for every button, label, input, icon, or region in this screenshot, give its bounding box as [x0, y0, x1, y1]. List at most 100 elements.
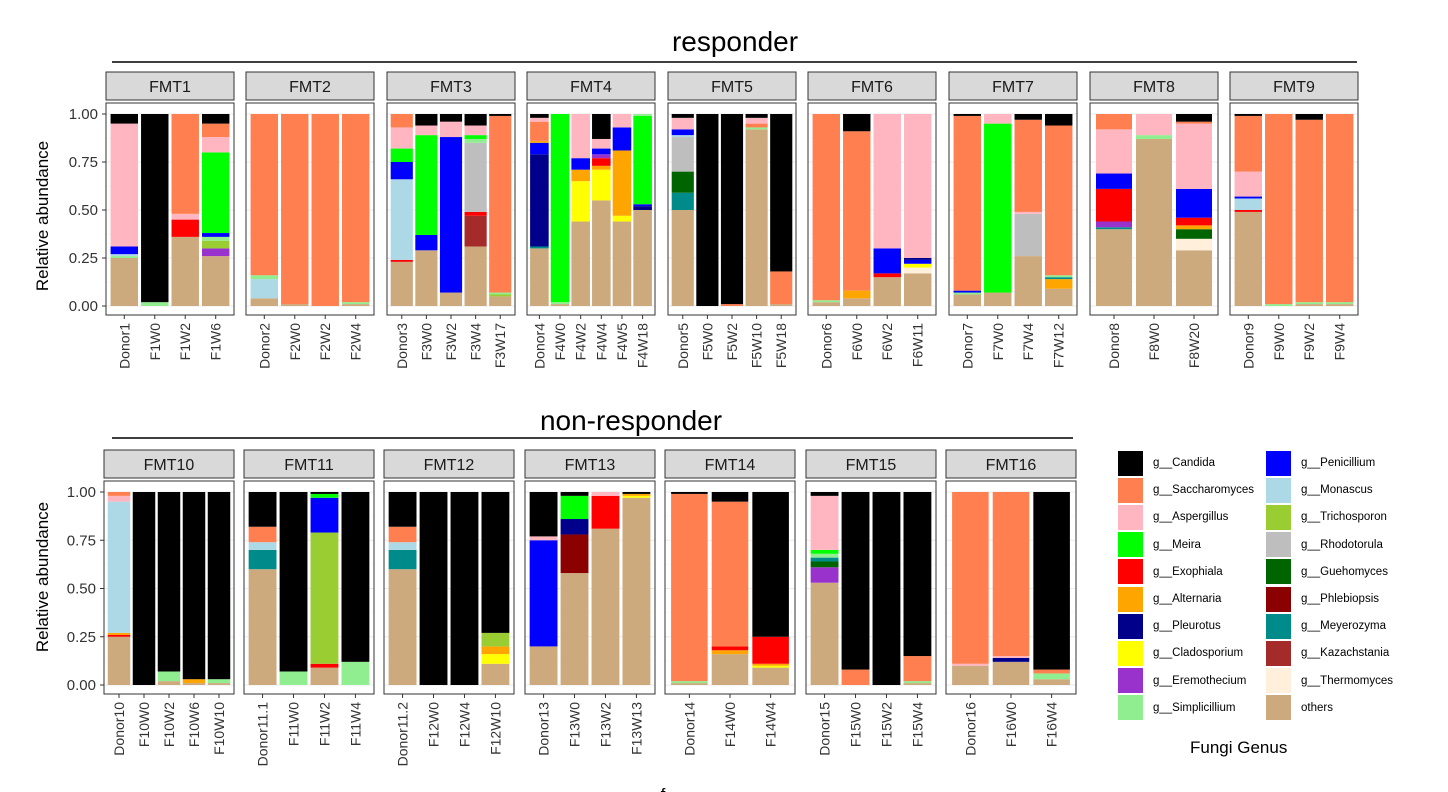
- x-tick-label: F2W4: [348, 323, 364, 361]
- y-tick-label: 0.00: [69, 298, 98, 315]
- bar-segment-alternaria: [1045, 279, 1073, 289]
- legend-swatch: [1118, 695, 1143, 721]
- bar-segment-others: [592, 200, 611, 306]
- panel-fmt9: FMT9 Donor9 F9W0 F9W2 F9W4: [1229, 71, 1359, 369]
- bar-segment-simplicillium: [903, 681, 932, 684]
- bar-segment-saccharomyces: [388, 526, 417, 543]
- x-tick-label: F11W0: [286, 702, 302, 746]
- x-tick-label: F6W0: [849, 323, 865, 361]
- x-tick-label: Donor9: [1240, 323, 1256, 369]
- x-tick-label: F15W0: [848, 702, 864, 747]
- bar-segment-candida: [810, 492, 839, 496]
- bar-segment-candida: [671, 492, 708, 494]
- bar-segment-trichosporon: [481, 632, 510, 647]
- bar-segment-monascus: [107, 501, 131, 633]
- bar-segment-candida: [529, 492, 558, 537]
- x-tick-label: F7W0: [990, 323, 1006, 361]
- bar-segment-simplicillium: [1295, 302, 1323, 305]
- bar-segment-aspergillus: [904, 114, 932, 258]
- bar-segment-meira: [810, 549, 839, 554]
- x-tick-label: F4W18: [635, 323, 651, 368]
- bar-segment-simplicillium: [489, 292, 512, 295]
- bar-segment-others: [248, 569, 277, 685]
- bar-f15w0: [841, 492, 870, 685]
- facet-strip: [667, 71, 797, 101]
- bar-segment-aspergillus: [992, 656, 1030, 658]
- bar-f9w2: [1295, 114, 1323, 306]
- bar-segment-aspergillus: [810, 495, 839, 550]
- bar-segment-eremothecium: [1096, 221, 1132, 228]
- legend-swatch: [1118, 586, 1143, 612]
- bar-segment-candida: [141, 114, 169, 303]
- legend: g__Candida g__Saccharomyces g__Aspergillus…: [1118, 450, 1438, 722]
- bar-segment-saccharomyces: [770, 271, 793, 305]
- legend-item: g__Alternaria: [1118, 586, 1221, 612]
- bar-segment-saccharomyces: [1295, 119, 1323, 303]
- bar-f1w6: [202, 114, 230, 306]
- x-tick-label: Donor7: [959, 323, 975, 369]
- bar-segment-saccharomyces: [1014, 119, 1042, 212]
- bar-segment-saccharomyces: [390, 114, 413, 128]
- bar-segment-alternaria: [107, 632, 131, 635]
- bar-segment-simplicillium: [1136, 135, 1172, 139]
- y-tick-label: 0.00: [67, 677, 96, 694]
- bar-segment-candida: [207, 492, 231, 680]
- bar-segment-penicillium: [529, 540, 558, 647]
- x-tick-label: F14W4: [763, 702, 779, 747]
- x-tick-label: F8W0: [1146, 323, 1162, 361]
- legend-title: Fungi Genus: [1190, 738, 1288, 757]
- y-tick-label: 0.75: [67, 532, 96, 549]
- bar-f8w0: [1136, 114, 1172, 306]
- legend-label: g__Rhodotorula: [1301, 538, 1383, 551]
- legend-swatch: [1118, 613, 1143, 639]
- bar-donor10: [107, 492, 131, 685]
- bar-segment-penicillium: [904, 259, 932, 264]
- bar-segment-exophiala: [107, 634, 131, 637]
- bar-segment-others: [992, 661, 1030, 685]
- bar-f8w20: [1176, 114, 1212, 306]
- x-tick-label: F6W2: [879, 323, 895, 361]
- bar-f10w2: [157, 492, 181, 685]
- bar-segment-meyerozyma: [810, 557, 839, 562]
- facet-label: FMT16: [986, 457, 1037, 474]
- bar-segment-exophiala: [711, 646, 749, 651]
- bar-segment-candida: [464, 114, 487, 126]
- y-tick-label: 0.75: [69, 154, 98, 171]
- legend-item: g__Candida: [1118, 450, 1215, 476]
- panel-fmt7: FMT7 Donor7 F7W0 F7W4 F7W12: [948, 71, 1078, 369]
- bar-segment-others: [182, 683, 206, 685]
- bar-segment-aspergillus: [107, 495, 131, 502]
- x-tick-label: F13W2: [597, 702, 613, 747]
- x-tick-label: F8W20: [1186, 323, 1202, 368]
- bar-segment-others: [1033, 679, 1070, 685]
- x-tick-label: F12W10: [487, 702, 503, 755]
- facet-strip: [386, 71, 516, 101]
- panel-border: [524, 480, 656, 695]
- legend-item: g__Guehomyces: [1266, 559, 1388, 585]
- bar-segment-candida: [872, 492, 901, 685]
- bar-segment-saccharomyces: [992, 492, 1030, 657]
- bar-segment-candida: [711, 492, 749, 502]
- legend-item: g__Monascus: [1266, 477, 1373, 503]
- bar-segment-trichosporon: [310, 532, 339, 664]
- y-axis-top: 0.00 0.25 0.50 0.75 1.00: [69, 106, 106, 315]
- legend-swatch: [1118, 450, 1143, 476]
- bar-segment-penicillium: [415, 234, 438, 251]
- bar-segment-penicillium: [633, 204, 652, 207]
- bar-segment-others: [952, 665, 989, 685]
- bar-f6w0: [843, 114, 871, 306]
- x-tick-label: F15W2: [878, 702, 894, 747]
- bar-segment-simplicillium: [141, 302, 169, 306]
- bar-segment-meira: [390, 148, 413, 162]
- bar-segment-kazachstania: [464, 215, 487, 247]
- bar-segment-aspergillus: [171, 213, 199, 220]
- bar-segment-cladosporium: [481, 654, 510, 664]
- bar-segment-pleurotus: [633, 206, 652, 210]
- bar-segment-others: [903, 683, 932, 685]
- facet-label: FMT4: [570, 79, 612, 96]
- bar-segment-others: [157, 681, 181, 685]
- bar-segment-aspergillus: [1176, 123, 1212, 189]
- bar-segment-cladosporium: [622, 495, 651, 498]
- legend-label: g__Exophiala: [1153, 565, 1223, 578]
- legend-swatch: [1266, 640, 1291, 666]
